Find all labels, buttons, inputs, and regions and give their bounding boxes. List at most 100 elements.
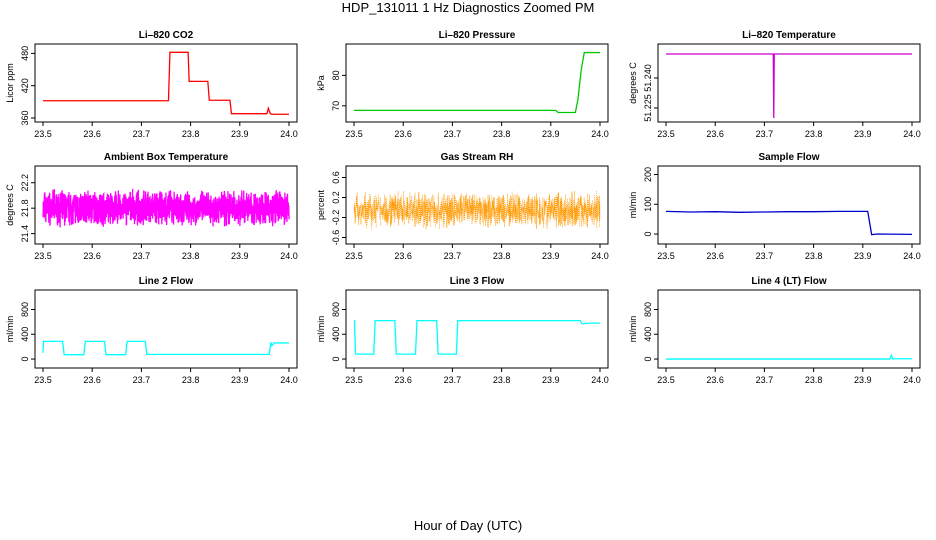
y-axis-label: ml/min [628, 192, 638, 219]
panel-title: Gas Stream RH [441, 152, 514, 163]
x-tick-label: 23.8 [182, 251, 200, 261]
y-tick-label: -0.2 [331, 210, 341, 226]
panel-title: Li–820 Pressure [439, 30, 516, 41]
y-tick-label: 21.8 [20, 199, 30, 217]
x-tick-label: 23.7 [756, 375, 774, 385]
x-tick-label: 23.8 [493, 251, 511, 261]
x-tick-label: 23.6 [83, 129, 101, 139]
y-tick-label: 0 [331, 357, 341, 362]
panel-8: Line 3 Flow 23.5 23.6 23.7 23.8 23.9 24.0 0 400 8… [316, 276, 609, 385]
panel-title: Ambient Box Temperature [104, 152, 229, 163]
x-tick-label: 23.5 [34, 251, 52, 261]
plot-frame [345, 165, 609, 245]
x-tick-label: 23.6 [706, 129, 724, 139]
x-tick-label: 23.7 [444, 129, 462, 139]
x-tick-label: 24.0 [591, 129, 609, 139]
y-tick-label: 420 [20, 78, 30, 93]
x-tick-label: 23.7 [444, 251, 462, 261]
panel-9: Line 4 (LT) Flow 23.5 23.6 23.7 23.8 23.9 24.0… [628, 276, 921, 385]
y-tick-label: 0 [20, 357, 30, 362]
x-tick-label: 23.6 [83, 375, 101, 385]
y-axis-label: ml/min [628, 316, 638, 343]
x-tick-label: 23.6 [706, 251, 724, 261]
y-tick-label: 51.225 [643, 94, 653, 122]
x-tick-label: 24.0 [903, 375, 921, 385]
panel-3: Li–820 Temperature 23.5 23.6 23.7 23.8 23.9 24… [628, 30, 921, 139]
y-axis-label: ml/min [316, 316, 326, 343]
y-tick-label: 70 [331, 101, 341, 111]
x-tick-label: 23.8 [182, 129, 200, 139]
y-tick-label: 360 [20, 110, 30, 125]
x-tick-label: 23.5 [657, 375, 675, 385]
x-tick-label: 23.5 [657, 129, 675, 139]
y-tick-label: 0 [643, 232, 653, 237]
x-tick-label: 24.0 [903, 129, 921, 139]
plot-frame [345, 289, 609, 369]
x-tick-label: 23.9 [231, 251, 249, 261]
y-tick-label: 800 [20, 302, 30, 317]
figure-title: HDP_131011 1 Hz Diagnostics Zoomed PM [341, 0, 595, 15]
data-series [665, 210, 913, 236]
y-tick-label: 51.240 [643, 64, 653, 92]
x-tick-label: 23.5 [345, 375, 363, 385]
x-tick-label: 23.5 [345, 251, 363, 261]
plot-frame [34, 43, 298, 123]
x-tick-label: 23.7 [133, 251, 151, 261]
data-series [42, 340, 289, 356]
x-tick-label: 23.9 [542, 251, 560, 261]
data-series [666, 53, 912, 119]
y-axis-label: degrees C [628, 62, 638, 104]
y-tick-label: 0.2 [331, 191, 341, 204]
panel-title: Li–820 CO2 [139, 30, 194, 41]
y-tick-label: -0.6 [331, 230, 341, 246]
y-tick-label: 100 [643, 197, 653, 212]
x-tick-label: 24.0 [591, 251, 609, 261]
x-tick-label: 23.5 [34, 129, 52, 139]
x-tick-label: 23.9 [231, 129, 249, 139]
y-tick-label: 400 [643, 327, 653, 342]
x-tick-label: 23.9 [854, 129, 872, 139]
panel-5: Gas Stream RH 23.5 23.6 23.7 23.8 23.9 24.0 -0.… [316, 152, 609, 261]
y-tick-label: 400 [20, 327, 30, 342]
x-tick-label: 24.0 [591, 375, 609, 385]
x-tick-label: 23.8 [805, 129, 823, 139]
data-series [354, 51, 600, 114]
y-tick-label: 400 [331, 327, 341, 342]
x-tick-label: 23.8 [805, 375, 823, 385]
plot-frame [345, 43, 609, 123]
x-tick-label: 23.9 [854, 375, 872, 385]
x-tick-label: 23.8 [493, 129, 511, 139]
panel-1: Li–820 CO2 23.5 23.6 23.7 23.8 23.9 24.0 360 420… [5, 30, 298, 139]
y-tick-label: 21.4 [20, 225, 30, 243]
plot-frame [34, 165, 298, 245]
x-tick-label: 23.5 [345, 129, 363, 139]
y-tick-label: 480 [20, 46, 30, 61]
y-axis-label: kPa [316, 75, 326, 91]
x-tick-label: 24.0 [280, 375, 298, 385]
x-tick-label: 23.6 [394, 375, 412, 385]
y-tick-label: 800 [331, 302, 341, 317]
data-series [353, 319, 600, 355]
x-tick-label: 23.6 [83, 251, 101, 261]
y-axis-label: ml/min [5, 316, 15, 343]
y-tick-label: 200 [643, 167, 653, 182]
y-tick-label: 22.2 [20, 174, 30, 192]
x-tick-label: 24.0 [280, 251, 298, 261]
y-tick-label: 0 [643, 357, 653, 362]
panel-4: Ambient Box Temperature 23.5 23.6 23.7 23.8 2… [5, 152, 298, 261]
x-tick-label: 23.9 [231, 375, 249, 385]
y-tick-label: 0.6 [331, 171, 341, 184]
x-tick-label: 23.7 [133, 129, 151, 139]
panel-title: Line 3 Flow [450, 276, 505, 287]
y-axis-label: degrees C [5, 184, 15, 226]
x-tick-label: 23.6 [706, 375, 724, 385]
x-tick-label: 23.5 [34, 375, 52, 385]
panel-7: Line 2 Flow 23.5 23.6 23.7 23.8 23.9 24.0 0 400 8… [5, 276, 298, 385]
x-tick-label: 23.8 [493, 375, 511, 385]
x-tick-label: 23.7 [756, 251, 774, 261]
panel-title: Li–820 Temperature [742, 30, 836, 41]
panel-title: Line 4 (LT) Flow [751, 276, 827, 287]
panel-2: Li–820 Pressure 23.5 23.6 23.7 23.8 23.9 24.0 7… [316, 30, 609, 139]
panel-6: Sample Flow 23.5 23.6 23.7 23.8 23.9 24.0 0 100 2… [628, 152, 921, 261]
x-tick-label: 23.9 [542, 129, 560, 139]
